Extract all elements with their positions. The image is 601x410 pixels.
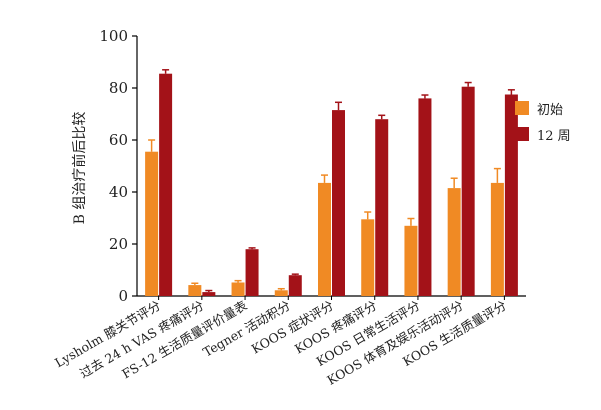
legend-label-12-weeks: 12 周	[537, 128, 571, 144]
bar-12-weeks	[332, 110, 345, 296]
bar-initial	[318, 182, 331, 296]
bar-12-weeks	[461, 86, 475, 296]
y-tick-label: 100	[99, 27, 128, 45]
bar-12-weeks	[159, 73, 173, 296]
bar-initial	[361, 219, 375, 296]
bar-initial	[404, 225, 418, 296]
y-tick-label: 60	[109, 131, 128, 149]
y-tick-label: 0	[118, 287, 128, 305]
bar-initial	[145, 151, 159, 296]
bar-12-weeks	[202, 292, 216, 296]
legend-swatch-initial	[515, 101, 529, 115]
legend-item-initial: 初始	[515, 95, 571, 121]
y-axis-title: B 组治疗前后比较	[71, 112, 88, 225]
bar-initial	[188, 285, 202, 296]
bar-12-weeks	[375, 119, 389, 296]
legend-item-12-weeks: 12 周	[515, 121, 571, 147]
y-tick-label: 20	[109, 235, 128, 253]
y-tick-label: 80	[109, 79, 128, 97]
bar-12-weeks	[418, 98, 432, 297]
bar-12-weeks	[504, 94, 518, 296]
bar-initial	[490, 182, 504, 296]
legend-label-initial: 初始	[537, 102, 564, 118]
legend: 初始 12 周	[515, 95, 571, 147]
bar-initial	[447, 188, 461, 296]
bar-12-weeks	[288, 275, 302, 296]
bar-initial	[231, 282, 245, 296]
y-tick-label: 40	[109, 183, 128, 201]
bar-12-weeks	[245, 249, 259, 296]
bar-initial	[274, 290, 288, 296]
legend-swatch-12-weeks	[515, 127, 529, 141]
